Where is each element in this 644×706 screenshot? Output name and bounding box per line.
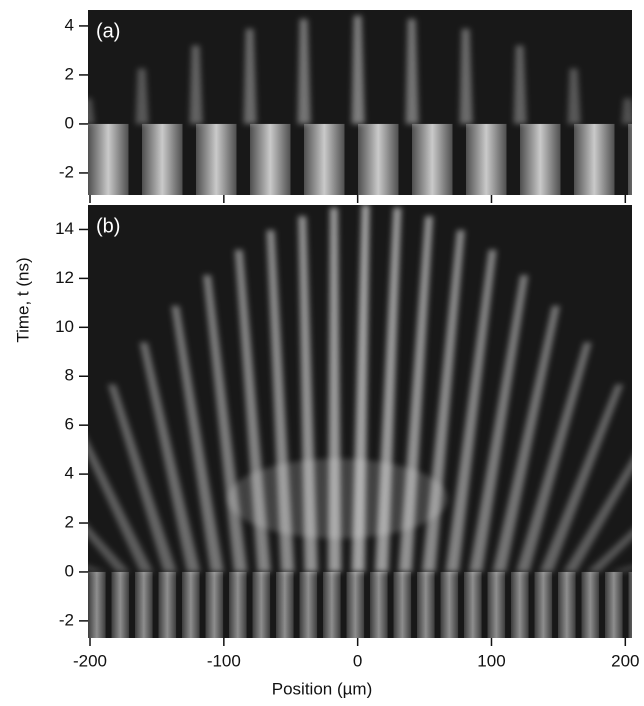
x-tick-label: 100: [477, 651, 505, 670]
y-tick-label: 14: [55, 219, 74, 238]
image-texture: [323, 571, 341, 638]
image-texture: [487, 571, 506, 638]
streak: [621, 98, 632, 124]
image-texture: [412, 123, 453, 195]
streak: [88, 565, 107, 572]
y-tick-label: 6: [65, 415, 74, 434]
streak: [88, 439, 154, 572]
image-panel: [28, 10, 632, 195]
y-tick-label: 4: [65, 15, 74, 34]
image-texture: [574, 123, 615, 195]
streak: [88, 525, 130, 572]
image-texture: [34, 124, 75, 195]
streak: [563, 457, 632, 572]
image-texture: [581, 571, 600, 638]
y-tick-label: 0: [65, 113, 74, 132]
y-tick-label: 12: [55, 268, 74, 287]
image-texture: [370, 571, 388, 638]
image-texture: [111, 571, 130, 638]
image-texture: [205, 571, 224, 638]
streak: [351, 15, 365, 124]
image-texture: [88, 571, 106, 638]
image-texture: [466, 123, 507, 195]
streak: [516, 342, 592, 572]
image-texture: [196, 123, 237, 195]
y-tick-label: 2: [65, 64, 74, 83]
image-texture: [440, 571, 459, 638]
image-texture: [628, 571, 632, 638]
y-tick-label: 4: [65, 464, 74, 483]
streak: [135, 68, 149, 124]
image-texture: [250, 123, 291, 195]
streak: [171, 305, 224, 572]
streak: [139, 342, 201, 572]
image-texture: [558, 571, 576, 638]
streak: [297, 19, 311, 124]
x-tick-label: 200: [611, 651, 639, 670]
x-axis-label: Position (µm): [272, 679, 372, 698]
image-texture: [346, 571, 365, 638]
image-texture: [135, 571, 153, 638]
image-texture: [182, 571, 200, 638]
y-tick-label: 2: [65, 513, 74, 532]
streak: [107, 384, 177, 572]
streak: [459, 28, 473, 124]
image-texture: [393, 571, 412, 638]
streak: [445, 249, 497, 572]
y-tick-label: -2: [59, 162, 74, 181]
streak: [243, 28, 257, 124]
streak: [88, 98, 95, 124]
image-texture: [304, 123, 345, 195]
y-tick-label: -2: [59, 610, 74, 629]
image-texture: [299, 571, 318, 638]
streak: [634, 543, 644, 572]
streak: [492, 305, 561, 572]
image-panel: [88, 205, 644, 638]
image-texture: [88, 205, 644, 572]
streak: [567, 68, 581, 124]
y-tick-label: 0: [65, 561, 74, 580]
image-texture: [511, 571, 529, 638]
streak: [405, 19, 419, 124]
image-texture: [534, 571, 553, 638]
x-tick-label: 0: [353, 651, 362, 670]
image-texture: [358, 123, 399, 195]
streak: [28, 115, 41, 124]
image-texture: [229, 571, 247, 638]
panel-label: (b): [96, 215, 120, 237]
image-texture: [520, 123, 561, 195]
image-texture: [28, 15, 632, 124]
image-texture: [88, 123, 129, 195]
y-tick-label: 10: [55, 317, 74, 336]
image-texture: [628, 123, 632, 195]
image-texture: [142, 123, 183, 195]
image-texture: [158, 571, 177, 638]
x-tick-label: -200: [73, 651, 107, 670]
image-texture: [417, 571, 435, 638]
image-texture: [227, 458, 448, 539]
streak: [189, 45, 203, 124]
streak: [513, 45, 527, 124]
x-tick-label: -100: [207, 651, 241, 670]
panel-label: (a): [96, 20, 120, 42]
image-texture: [276, 571, 294, 638]
streak: [610, 565, 632, 572]
streak: [469, 275, 529, 572]
streak: [539, 384, 624, 572]
y-tick-label: 8: [65, 366, 74, 385]
image-texture: [464, 571, 482, 638]
image-texture: [252, 571, 271, 638]
streak: [586, 529, 632, 572]
y-axis-label: Time, t (ns): [13, 257, 32, 342]
image-texture: [605, 571, 623, 638]
